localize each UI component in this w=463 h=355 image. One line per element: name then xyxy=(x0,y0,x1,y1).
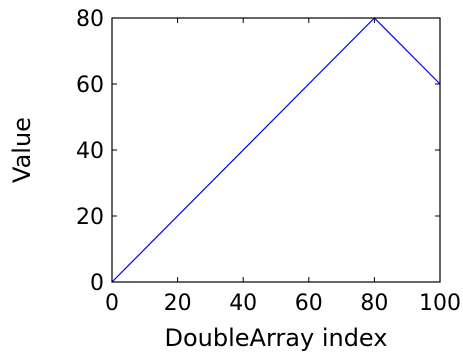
y-tick-label: 80 xyxy=(76,7,104,32)
x-tick-label: 100 xyxy=(419,291,461,316)
x-tick-label: 0 xyxy=(105,291,119,316)
series-line xyxy=(111,17,441,283)
y-tick-label: 20 xyxy=(76,205,104,230)
y-tick-label: 0 xyxy=(90,271,104,296)
x-tick-label: 20 xyxy=(164,291,192,316)
y-tick-label: 60 xyxy=(76,73,104,98)
y-tick-label: 40 xyxy=(76,139,104,164)
ticks-layer xyxy=(111,17,441,283)
x-axis-title: DoubleArray index xyxy=(165,324,388,352)
x-tick-label: 80 xyxy=(360,291,388,316)
plot-frame xyxy=(111,17,441,283)
x-tick-label: 60 xyxy=(295,291,323,316)
y-axis-title: Value xyxy=(8,117,36,183)
x-tick-label: 40 xyxy=(229,291,257,316)
labels-layer: 0 20 40 60 80 100 0 20 40 60 80 xyxy=(76,7,461,316)
series-layer xyxy=(111,17,441,283)
